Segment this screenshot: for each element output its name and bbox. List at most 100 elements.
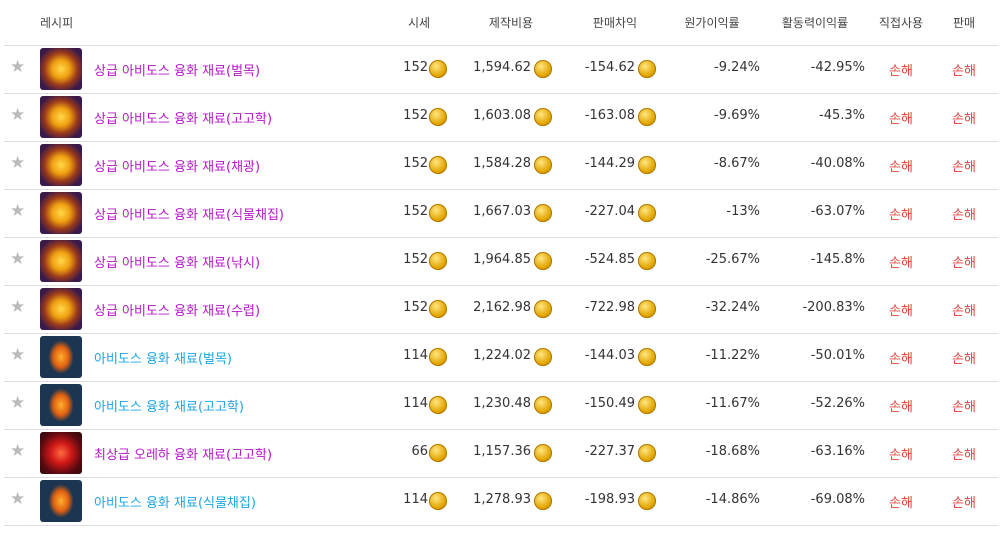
coin-icon bbox=[638, 156, 656, 174]
coin-icon bbox=[534, 348, 552, 366]
column-header: 원가이익률 bbox=[684, 16, 740, 30]
direct-use: 손해 bbox=[889, 496, 913, 511]
sell: 손해 bbox=[952, 208, 976, 223]
cost-margin: -18.68% bbox=[705, 444, 760, 459]
column-header: 판매 bbox=[952, 16, 976, 30]
coin-icon bbox=[638, 300, 656, 318]
item-icon bbox=[40, 144, 82, 186]
coin-icon bbox=[429, 252, 447, 270]
favorite-star[interactable]: ★ bbox=[10, 393, 26, 413]
coin-icon bbox=[638, 396, 656, 414]
item-name[interactable]: 상급 아비도스 융화 재료(채광) bbox=[94, 160, 261, 175]
price: 152 bbox=[403, 300, 428, 315]
sell: 손해 bbox=[952, 400, 976, 415]
column-header: 제작비용 bbox=[488, 16, 534, 30]
cost-margin: -11.22% bbox=[705, 348, 760, 363]
cost-margin: -25.67% bbox=[705, 252, 760, 267]
cost-margin: -11.67% bbox=[705, 396, 760, 411]
direct-use: 손해 bbox=[889, 400, 913, 415]
favorite-star[interactable]: ★ bbox=[10, 249, 26, 269]
energy-margin: -200.83% bbox=[802, 300, 865, 315]
direct-use: 손해 bbox=[889, 160, 913, 175]
cost-margin: -9.24% bbox=[714, 60, 760, 75]
price: 152 bbox=[403, 60, 428, 75]
item-icon bbox=[40, 432, 82, 474]
cost-margin: -32.24% bbox=[705, 300, 760, 315]
cost: 1,964.85 bbox=[473, 252, 531, 267]
sell: 손해 bbox=[952, 352, 976, 367]
energy-margin: -50.01% bbox=[810, 348, 865, 363]
direct-use: 손해 bbox=[889, 112, 913, 127]
favorite-star[interactable]: ★ bbox=[10, 489, 26, 509]
coin-icon bbox=[534, 204, 552, 222]
item-name[interactable]: 아비도스 융화 재료(고고학) bbox=[94, 400, 244, 415]
item-name[interactable]: 상급 아비도스 융화 재료(수렵) bbox=[94, 304, 261, 319]
direct-use: 손해 bbox=[889, 304, 913, 319]
energy-margin: -40.08% bbox=[810, 156, 865, 171]
direct-use: 손해 bbox=[889, 352, 913, 367]
price: 152 bbox=[403, 108, 428, 123]
row-divider bbox=[4, 189, 998, 190]
favorite-star[interactable]: ★ bbox=[10, 57, 26, 77]
sell: 손해 bbox=[952, 256, 976, 271]
profit: -154.62 bbox=[584, 60, 635, 75]
coin-icon bbox=[534, 492, 552, 510]
cost: 1,594.62 bbox=[473, 60, 531, 75]
coin-icon bbox=[638, 348, 656, 366]
row-divider bbox=[4, 237, 998, 238]
item-name[interactable]: 아비도스 융화 재료(벌목) bbox=[94, 352, 233, 367]
coin-icon bbox=[429, 204, 447, 222]
favorite-star[interactable]: ★ bbox=[10, 201, 26, 221]
profit: -524.85 bbox=[584, 252, 635, 267]
item-name[interactable]: 상급 아비도스 융화 재료(고고학) bbox=[94, 112, 273, 127]
direct-use: 손해 bbox=[889, 208, 913, 223]
coin-icon bbox=[534, 60, 552, 78]
energy-margin: -63.16% bbox=[810, 444, 865, 459]
favorite-star[interactable]: ★ bbox=[10, 153, 26, 173]
coin-icon bbox=[638, 108, 656, 126]
row-divider bbox=[4, 141, 998, 142]
profit: -163.08 bbox=[584, 108, 635, 123]
coin-icon bbox=[638, 204, 656, 222]
sell: 손해 bbox=[952, 496, 976, 511]
coin-icon bbox=[429, 108, 447, 126]
price: 114 bbox=[403, 396, 428, 411]
item-icon bbox=[40, 240, 82, 282]
row-divider bbox=[4, 93, 998, 94]
sell: 손해 bbox=[952, 448, 976, 463]
item-icon bbox=[40, 48, 82, 90]
item-name[interactable]: 아비도스 융화 재료(식물채집) bbox=[94, 496, 256, 511]
favorite-star[interactable]: ★ bbox=[10, 297, 26, 317]
row-divider bbox=[4, 333, 998, 334]
cost: 2,162.98 bbox=[473, 300, 531, 315]
energy-margin: -145.8% bbox=[810, 252, 865, 267]
favorite-star[interactable]: ★ bbox=[10, 441, 26, 461]
column-header: 판매차익 bbox=[592, 16, 638, 30]
item-name[interactable]: 상급 아비도스 융화 재료(낚시) bbox=[94, 256, 261, 271]
item-name[interactable]: 최상급 오레하 융화 재료(고고학) bbox=[94, 448, 273, 463]
item-icon bbox=[40, 480, 82, 522]
item-name[interactable]: 상급 아비도스 융화 재료(식물채집) bbox=[94, 208, 284, 223]
item-icon bbox=[40, 192, 82, 234]
profit: -198.93 bbox=[584, 492, 635, 507]
header-divider bbox=[4, 45, 998, 46]
coin-icon bbox=[429, 300, 447, 318]
row-divider bbox=[4, 477, 998, 478]
row-divider bbox=[4, 381, 998, 382]
column-header: 직접사용 bbox=[878, 16, 924, 30]
direct-use: 손해 bbox=[889, 256, 913, 271]
item-name[interactable]: 상급 아비도스 융화 재료(벌목) bbox=[94, 64, 261, 79]
favorite-star[interactable]: ★ bbox=[10, 345, 26, 365]
profit: -150.49 bbox=[584, 396, 635, 411]
column-header: 레시피 bbox=[40, 16, 74, 30]
coin-icon bbox=[534, 252, 552, 270]
coin-icon bbox=[429, 444, 447, 462]
energy-margin: -42.95% bbox=[810, 60, 865, 75]
cost: 1,157.36 bbox=[473, 444, 531, 459]
price: 152 bbox=[403, 204, 428, 219]
favorite-star[interactable]: ★ bbox=[10, 105, 26, 125]
row-divider bbox=[4, 525, 998, 526]
sell: 손해 bbox=[952, 160, 976, 175]
energy-margin: -69.08% bbox=[810, 492, 865, 507]
